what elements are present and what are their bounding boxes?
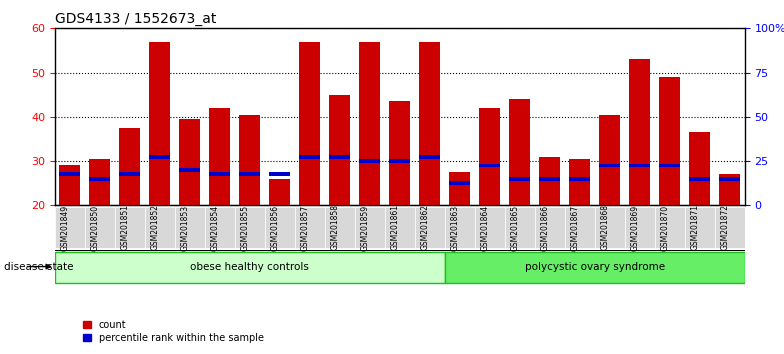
Bar [60,166,81,205]
Bar [630,164,650,167]
Bar [449,181,470,185]
Bar [630,59,650,205]
FancyBboxPatch shape [235,207,265,248]
Bar [150,42,170,205]
Text: GSM201870: GSM201870 [661,204,670,251]
FancyBboxPatch shape [445,207,475,248]
Text: GSM201866: GSM201866 [541,204,550,251]
FancyBboxPatch shape [505,207,535,248]
Bar [569,177,590,181]
Text: GSM201871: GSM201871 [691,205,700,250]
Text: GSM201856: GSM201856 [270,204,280,251]
FancyBboxPatch shape [564,207,595,248]
FancyBboxPatch shape [55,252,445,283]
Bar [239,172,260,176]
Bar [419,42,441,205]
FancyBboxPatch shape [475,207,505,248]
Bar [719,175,740,205]
Bar [89,177,111,181]
Bar [659,164,681,167]
FancyBboxPatch shape [385,207,415,248]
Text: GSM201859: GSM201859 [361,204,370,251]
Legend: count, percentile rank within the sample: count, percentile rank within the sample [83,320,264,343]
Bar [390,159,410,163]
Text: GSM201858: GSM201858 [331,205,339,250]
Bar [659,77,681,205]
FancyBboxPatch shape [55,207,85,248]
Bar [479,108,500,205]
Text: GSM201851: GSM201851 [121,205,130,250]
FancyBboxPatch shape [295,207,325,248]
Text: GSM201850: GSM201850 [91,204,100,251]
Bar [180,119,201,205]
Bar [299,42,321,205]
Bar [119,128,140,205]
Bar [689,177,710,181]
Bar [479,164,500,167]
Bar [270,179,290,205]
FancyBboxPatch shape [535,207,564,248]
FancyBboxPatch shape [684,207,715,248]
Text: GSM201861: GSM201861 [391,205,400,250]
Bar [390,101,410,205]
Bar [209,108,230,205]
Bar [239,115,260,205]
Bar [539,156,561,205]
Text: GSM201869: GSM201869 [631,204,640,251]
FancyBboxPatch shape [445,252,745,283]
Bar [419,155,441,159]
Text: GSM201855: GSM201855 [241,204,250,251]
Bar [329,95,350,205]
FancyBboxPatch shape [115,207,145,248]
Text: GSM201864: GSM201864 [481,204,490,251]
FancyBboxPatch shape [265,207,295,248]
Text: GSM201865: GSM201865 [511,204,520,251]
Text: GSM201854: GSM201854 [211,204,220,251]
Text: GSM201868: GSM201868 [601,205,610,250]
Bar [180,168,201,172]
Bar [719,177,740,181]
Text: GSM201857: GSM201857 [301,204,310,251]
Text: disease state: disease state [4,262,74,272]
Text: GSM201872: GSM201872 [720,205,730,250]
Bar [119,172,140,176]
Text: GSM201849: GSM201849 [61,204,70,251]
Bar [89,159,111,205]
Bar [689,132,710,205]
Text: GSM201852: GSM201852 [151,205,160,250]
Bar [60,172,81,176]
FancyBboxPatch shape [175,207,205,248]
Bar [329,155,350,159]
Bar [359,159,380,163]
Text: obese healthy controls: obese healthy controls [191,262,310,272]
Bar [359,42,380,205]
Bar [510,177,530,181]
FancyBboxPatch shape [415,207,445,248]
FancyBboxPatch shape [145,207,175,248]
Bar [209,172,230,176]
Bar [569,159,590,205]
Bar [150,155,170,159]
Bar [270,172,290,176]
Bar [510,99,530,205]
FancyBboxPatch shape [625,207,655,248]
FancyBboxPatch shape [205,207,235,248]
FancyBboxPatch shape [325,207,355,248]
FancyBboxPatch shape [655,207,684,248]
Bar [599,115,620,205]
Bar [449,172,470,205]
Bar [539,177,561,181]
Text: GSM201863: GSM201863 [451,204,460,251]
FancyBboxPatch shape [85,207,115,248]
Bar [299,155,321,159]
Text: GSM201853: GSM201853 [181,204,190,251]
FancyBboxPatch shape [355,207,385,248]
Text: GDS4133 / 1552673_at: GDS4133 / 1552673_at [55,12,216,26]
FancyBboxPatch shape [595,207,625,248]
FancyBboxPatch shape [715,207,745,248]
Text: GSM201862: GSM201862 [421,205,430,250]
Text: GSM201867: GSM201867 [571,204,580,251]
Text: polycystic ovary syndrome: polycystic ovary syndrome [524,262,665,272]
Bar [599,164,620,167]
